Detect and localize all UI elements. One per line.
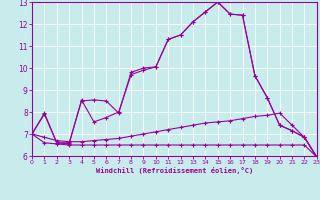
- X-axis label: Windchill (Refroidissement éolien,°C): Windchill (Refroidissement éolien,°C): [96, 167, 253, 174]
